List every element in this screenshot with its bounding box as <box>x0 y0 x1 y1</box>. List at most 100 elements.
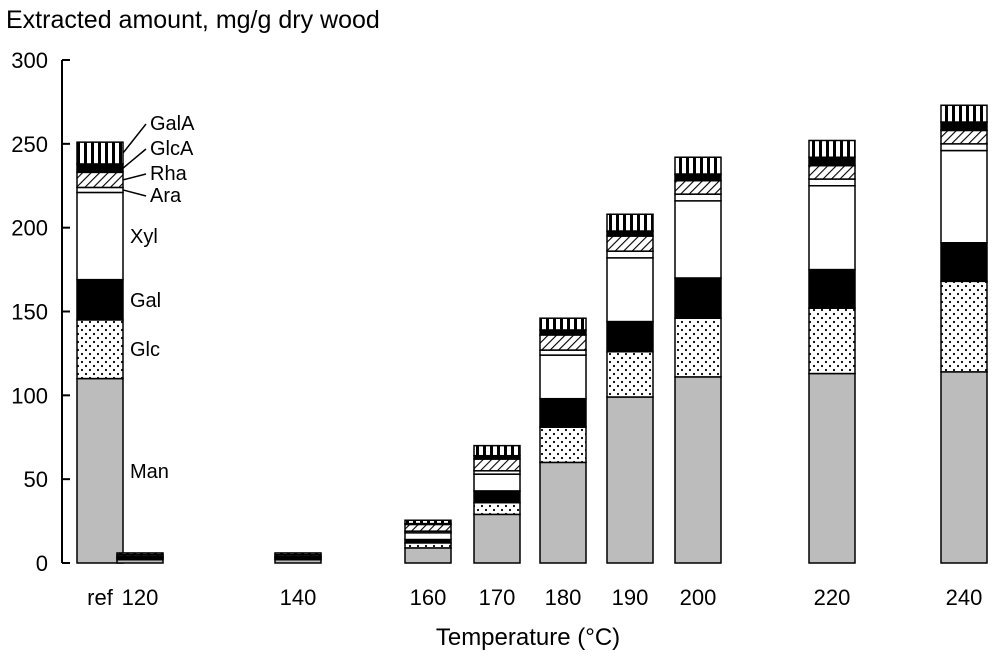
bar-segment-glc <box>808 307 856 375</box>
bar-segment-man <box>539 461 587 564</box>
bar-stack-200 <box>674 156 722 564</box>
bar-segment-ara <box>674 193 722 202</box>
x-tick-label: ref <box>87 585 114 610</box>
segment-label-rha: Rha <box>150 163 188 185</box>
bar-segment-man <box>674 376 722 564</box>
x-axis-label: Temperature (°C) <box>436 624 620 651</box>
bar-segment-gala <box>940 104 988 123</box>
bar-segment-man <box>473 513 521 564</box>
x-tick-labels: ref 120 140 160 170 180 190 200 220 240 <box>87 585 982 610</box>
bar-segment-gala <box>808 139 856 158</box>
x-tick-label: 140 <box>280 585 317 610</box>
bar-segment-ara <box>940 143 988 152</box>
x-tick-label: 170 <box>479 585 516 610</box>
x-tick-label: 220 <box>814 585 851 610</box>
bar-segment-gal <box>674 277 722 319</box>
leader-line <box>122 148 147 169</box>
bar-segment-rha <box>76 171 124 189</box>
bar-segment-ara <box>539 349 587 356</box>
bars <box>76 104 988 564</box>
bar-segment-rha <box>404 523 452 532</box>
bar-stack-160 <box>404 519 452 564</box>
chart-title: Extracted amount, mg/g dry wood <box>6 6 380 34</box>
bar-segment-glc <box>473 501 521 516</box>
segment-label-gala: GalA <box>150 113 195 135</box>
leader-line <box>122 173 147 181</box>
x-tick-label: 160 <box>410 585 447 610</box>
bar-segment-rha <box>808 164 856 180</box>
bar-segment-glca <box>539 329 587 336</box>
y-tick-label: 0 <box>36 551 48 576</box>
bar-segment-xyl <box>940 149 988 244</box>
leader-line <box>122 189 147 197</box>
bar-stack-120 <box>116 552 164 564</box>
bar-segment-man <box>606 396 654 564</box>
bar-segment-xyl <box>674 200 722 279</box>
leader-line <box>122 123 147 154</box>
bar-segment-glca <box>76 163 124 174</box>
bar-segment-gal <box>473 490 521 504</box>
bar-segment-man <box>808 372 856 564</box>
bar-segment-man <box>404 547 452 564</box>
bar-segment-xyl <box>539 354 587 400</box>
bar-segment-man <box>940 371 988 564</box>
bar-segment-ara <box>808 178 856 187</box>
bar-segment-xyl <box>473 473 521 492</box>
bar-segment-rha <box>606 235 654 252</box>
bar-segment-gal <box>808 268 856 309</box>
bar-segment-xyl <box>76 191 124 281</box>
y-tick-label: 100 <box>11 383 48 408</box>
x-tick-label: 180 <box>545 585 582 610</box>
x-tick-label: 120 <box>122 585 159 610</box>
y-tick-label: 300 <box>11 48 48 73</box>
bar-segment-gala <box>674 156 722 175</box>
segment-label-glca: GlcA <box>150 138 194 160</box>
bar-stack-140 <box>274 552 322 564</box>
segment-label-man: Man <box>130 461 169 483</box>
bar-segment-glc <box>606 350 654 398</box>
bar-segment-glca <box>606 230 654 237</box>
bar-stack-180 <box>539 317 587 564</box>
bar-segment-glca <box>674 173 722 182</box>
bar-segment-glc <box>76 319 124 380</box>
bar-segment-glc <box>404 542 452 549</box>
bar-segment-gala <box>76 141 124 165</box>
bar-segment-gal <box>539 397 587 428</box>
bar-segment-glc <box>539 426 587 464</box>
y-tick-label: 250 <box>11 132 48 157</box>
bar-segment-xyl <box>606 257 654 323</box>
bar-stack-ref <box>76 141 124 564</box>
bar-segment-man <box>76 377 124 564</box>
bar-segment-glca <box>808 156 856 167</box>
y-tick-label: 200 <box>11 216 48 241</box>
bar-segment-rha <box>674 179 722 195</box>
bar-segment-gala <box>274 552 322 556</box>
bar-segment-gala <box>606 213 654 232</box>
bar-segment-gala <box>404 519 452 525</box>
bar-segment-gala <box>539 317 587 331</box>
bar-segment-rha <box>940 129 988 145</box>
bar-segment-gal <box>606 320 654 353</box>
y-tick-label: 150 <box>11 300 48 325</box>
segment-label-ara: Ara <box>150 185 182 207</box>
bar-segment-xyl <box>404 532 452 541</box>
x-tick-label: 200 <box>680 585 717 610</box>
bar-stack-220 <box>808 139 856 564</box>
bar-segment-rha <box>539 334 587 351</box>
bar-segment-glca <box>940 121 988 132</box>
x-tick-label: 190 <box>612 585 649 610</box>
bar-segment-glc <box>940 280 988 373</box>
bar-segment-gala <box>473 444 521 457</box>
y-ticks: 0 50 100 150 200 250 300 <box>11 48 70 576</box>
segment-label-glc: Glc <box>130 339 160 361</box>
bar-stack-190 <box>606 213 654 564</box>
segment-label-xyl: Xyl <box>130 226 158 248</box>
bar-stack-240 <box>940 104 988 564</box>
bar-segment-gal <box>940 242 988 283</box>
bar-segment-glc <box>674 317 722 378</box>
bar-segment-ara <box>606 250 654 259</box>
bar-segment-rha <box>473 458 521 472</box>
bar-segment-gala <box>116 552 164 556</box>
